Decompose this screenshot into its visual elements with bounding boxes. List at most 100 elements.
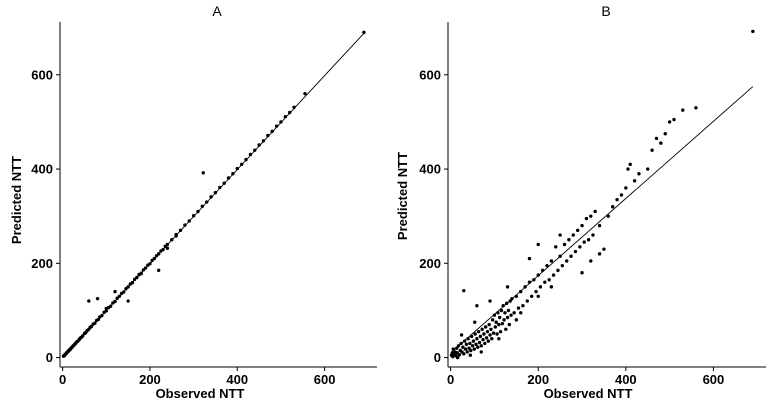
- panel-a-data-point: [196, 209, 200, 214]
- panel-b-data-point: [628, 162, 632, 167]
- panel-b-data-point: [504, 301, 509, 306]
- panel-b-data-point: [455, 355, 460, 360]
- panel-b-data-point: [556, 268, 560, 273]
- panel-a-data-point: [183, 223, 187, 227]
- panel-b-data-point: [540, 268, 545, 273]
- panel-b-data-point: [667, 120, 672, 124]
- panel-b-data-point: [589, 259, 593, 263]
- panel-b-data-point: [490, 337, 494, 341]
- panel-b-data-point: [597, 223, 602, 228]
- panel-b-data-point: [593, 209, 597, 214]
- panel-b-data-point: [571, 233, 575, 237]
- panel-b-data-point: [527, 280, 532, 284]
- panel-b-data-point: [663, 132, 667, 136]
- panel-b-data-point: [476, 345, 480, 349]
- panel-a-x-axis-title: Observed NTT: [156, 386, 245, 400]
- panel-b-data-point: [501, 304, 505, 308]
- panel-b-data-point: [477, 340, 482, 345]
- panel-b-data-point: [751, 29, 755, 34]
- panel-b-data-point: [462, 288, 466, 293]
- panel-b-data-point: [527, 256, 532, 261]
- panel-b-data-point: [451, 354, 455, 359]
- panel-b-x-tick-label: 600: [703, 372, 725, 387]
- panel-a-data-point: [81, 334, 85, 338]
- panel-b-data-point: [516, 306, 521, 310]
- panel-b: B Observed NTT Predicted NTT 0 200 400 600 0…: [395, 3, 766, 400]
- panel-b-data-point: [482, 332, 486, 336]
- panel-a-y-tick-label: 0: [46, 350, 53, 365]
- panel-b-data-point: [509, 313, 513, 317]
- panel-b-data-point: [505, 285, 510, 289]
- panel-b-data-point: [554, 245, 558, 249]
- panel-b-data-point: [464, 342, 469, 347]
- panel-a-data-point: [209, 195, 213, 199]
- panel-b-data-point: [481, 337, 485, 342]
- panel-b-data-point: [624, 186, 628, 190]
- panel-a-data-point: [161, 247, 165, 252]
- panel-b-y-tick-label: 200: [419, 256, 441, 271]
- panel-b-data-point: [493, 325, 498, 329]
- panel-b-data-point: [654, 136, 659, 141]
- panel-b-data-point: [472, 347, 476, 351]
- panel-a-x-tick-label: 0: [59, 372, 66, 387]
- panel-b-data-point: [462, 339, 467, 343]
- panel-b-data-point: [479, 350, 483, 354]
- panel-a-data-point: [130, 280, 135, 285]
- panel-a-data-point: [117, 294, 122, 299]
- panel-b-data-point: [569, 254, 573, 258]
- panel-b-data-point: [451, 347, 455, 351]
- panel-b-data-point: [467, 346, 471, 350]
- panel-a-data-point: [126, 285, 130, 289]
- panel-b-data-point: [534, 289, 538, 294]
- panel-b-data-point: [480, 327, 484, 331]
- panel-b-data-point: [519, 289, 523, 294]
- panel-b-data-point: [536, 294, 540, 299]
- panel-b-data-point: [491, 331, 496, 335]
- panel-b-data-point: [584, 216, 589, 221]
- panel-b-data-point: [473, 320, 477, 324]
- panel-a-x-tick-label: 200: [139, 372, 161, 387]
- panel-a-data-point: [253, 148, 257, 152]
- panel-b-data-point: [549, 285, 554, 289]
- panel-a-data-point: [104, 306, 108, 311]
- panel-b-x-tick-label: 0: [447, 372, 454, 387]
- panel-b-data-point: [490, 318, 495, 322]
- panel-a-data-point: [257, 143, 261, 147]
- panel-b-data-point: [521, 304, 525, 308]
- panel-a-data-point: [89, 324, 94, 329]
- panel-b-data-point: [514, 318, 519, 322]
- panel-b-y-tick-label: 400: [419, 162, 441, 177]
- panel-b-data-point: [484, 336, 489, 340]
- panel-b-data-point: [560, 263, 565, 268]
- panel-a-data-point: [292, 105, 296, 110]
- panel-a-data-point: [187, 219, 191, 223]
- panel-b-data-point: [589, 214, 593, 218]
- panel-a-x-tick-label: 600: [314, 372, 336, 387]
- panel-a-data-point: [113, 289, 117, 294]
- panel-a-data-point: [178, 228, 183, 233]
- panel-a-data-point: [231, 172, 235, 176]
- panel-b-data-point: [602, 247, 606, 251]
- panel-b-data-point: [659, 141, 663, 145]
- panel-b-data-point: [475, 304, 479, 308]
- panel-b-data-point: [650, 148, 654, 152]
- panel-b-data-point: [495, 332, 499, 336]
- panel-a-data-point: [165, 242, 170, 247]
- panel-b-data-point: [562, 242, 567, 247]
- panel-b-data-point: [580, 223, 584, 228]
- panel-b-data-point: [479, 344, 483, 348]
- panel-a-data-point: [152, 256, 157, 261]
- panel-b-data-point: [463, 347, 468, 351]
- panel-a-data-point: [108, 304, 113, 308]
- panel-b-data-point: [502, 318, 506, 322]
- panel-b-data-point: [543, 280, 547, 284]
- panel-b-data-point: [646, 167, 650, 171]
- panel-b-data-point: [488, 333, 492, 337]
- panel-b-data-point: [547, 278, 551, 282]
- panel-a-data-point: [248, 152, 253, 157]
- panel-a-data-point: [213, 190, 218, 195]
- panel-b-data-point: [536, 242, 540, 247]
- panel-b-data-point: [615, 197, 619, 202]
- panel-b-data-point: [508, 299, 512, 303]
